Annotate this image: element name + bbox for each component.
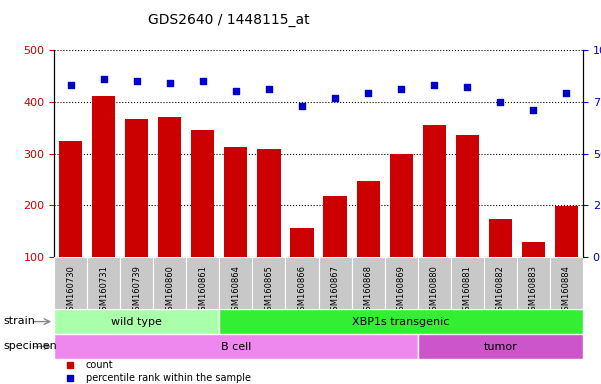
Bar bbox=[219, 257, 252, 309]
Point bbox=[198, 78, 208, 84]
Text: GSM160866: GSM160866 bbox=[297, 265, 307, 316]
Bar bbox=[87, 257, 120, 309]
Bar bbox=[352, 257, 385, 309]
Text: specimen: specimen bbox=[3, 341, 56, 351]
Bar bbox=[191, 130, 215, 257]
Point bbox=[363, 90, 373, 96]
Text: count: count bbox=[86, 360, 114, 370]
Bar bbox=[522, 242, 545, 257]
Text: GSM160884: GSM160884 bbox=[562, 265, 571, 316]
Bar bbox=[451, 257, 484, 309]
Text: GSM160868: GSM160868 bbox=[364, 265, 373, 316]
Bar bbox=[125, 119, 148, 257]
Bar bbox=[423, 124, 446, 257]
Bar bbox=[158, 118, 182, 257]
Text: percentile rank within the sample: percentile rank within the sample bbox=[86, 373, 251, 383]
Bar bbox=[456, 135, 479, 257]
Point bbox=[429, 82, 439, 88]
Point bbox=[264, 86, 274, 93]
Bar bbox=[224, 147, 248, 257]
Point bbox=[561, 90, 571, 96]
Bar bbox=[517, 257, 550, 309]
Bar bbox=[489, 219, 512, 257]
Bar bbox=[555, 207, 578, 257]
Bar bbox=[418, 257, 451, 309]
Bar bbox=[92, 96, 115, 257]
Bar bbox=[219, 309, 583, 334]
Text: GSM160880: GSM160880 bbox=[430, 265, 439, 316]
Bar bbox=[285, 257, 319, 309]
Bar bbox=[356, 180, 380, 257]
Bar bbox=[389, 154, 413, 257]
Text: GSM160869: GSM160869 bbox=[397, 265, 406, 316]
Point bbox=[529, 107, 538, 113]
Text: GSM160860: GSM160860 bbox=[165, 265, 174, 316]
Point bbox=[165, 80, 174, 86]
Bar bbox=[54, 257, 87, 309]
Bar bbox=[484, 257, 517, 309]
Bar bbox=[257, 149, 281, 257]
Bar bbox=[252, 257, 285, 309]
Text: GSM160883: GSM160883 bbox=[529, 265, 538, 316]
Bar bbox=[418, 334, 583, 359]
Bar bbox=[59, 141, 82, 257]
Point bbox=[495, 99, 505, 105]
Text: GSM160730: GSM160730 bbox=[66, 265, 75, 316]
Text: tumor: tumor bbox=[483, 341, 517, 352]
Text: strain: strain bbox=[3, 316, 35, 326]
Bar bbox=[550, 257, 583, 309]
Point bbox=[132, 78, 142, 84]
Point bbox=[231, 88, 240, 94]
Bar bbox=[323, 196, 347, 257]
Point bbox=[297, 103, 307, 109]
Point bbox=[66, 82, 76, 88]
Text: GSM160731: GSM160731 bbox=[99, 265, 108, 316]
Point bbox=[397, 86, 406, 93]
Text: GDS2640 / 1448115_at: GDS2640 / 1448115_at bbox=[148, 13, 309, 27]
Bar bbox=[153, 257, 186, 309]
Text: GSM160739: GSM160739 bbox=[132, 265, 141, 316]
Bar bbox=[385, 257, 418, 309]
Bar bbox=[54, 334, 418, 359]
Text: GSM160867: GSM160867 bbox=[331, 265, 340, 316]
Text: wild type: wild type bbox=[111, 316, 162, 327]
Point bbox=[463, 84, 472, 90]
Bar bbox=[319, 257, 352, 309]
Text: B cell: B cell bbox=[221, 341, 251, 352]
Bar bbox=[186, 257, 219, 309]
Point bbox=[99, 76, 108, 82]
Text: GSM160861: GSM160861 bbox=[198, 265, 207, 316]
Text: GSM160865: GSM160865 bbox=[264, 265, 273, 316]
Bar bbox=[290, 228, 314, 257]
Text: GSM160864: GSM160864 bbox=[231, 265, 240, 316]
Text: GSM160882: GSM160882 bbox=[496, 265, 505, 316]
Bar bbox=[54, 309, 219, 334]
Text: XBP1s transgenic: XBP1s transgenic bbox=[352, 316, 450, 327]
Bar bbox=[120, 257, 153, 309]
Text: GSM160881: GSM160881 bbox=[463, 265, 472, 316]
Point bbox=[331, 94, 340, 101]
